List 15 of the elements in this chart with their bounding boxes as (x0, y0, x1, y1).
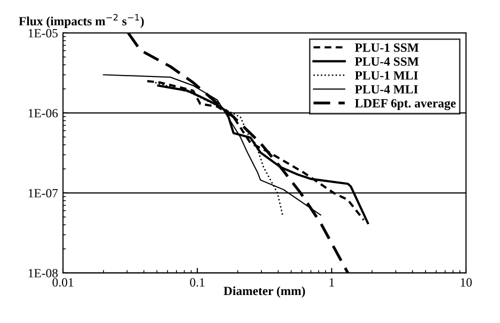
y-axis-title: Flux (impacts m$^{−2}$ s$^{−1}$) (18, 14, 144, 28)
x-tick-label: 10 (460, 278, 472, 287)
legend-label: PLU-4 SSM (354, 57, 419, 66)
legend-label: PLU-1 MLI (354, 71, 418, 80)
x-tick-label: 0.01 (52, 278, 74, 287)
legend-label: PLU-4 MLI (354, 85, 418, 94)
y-tick-label: 1E-07 (28, 188, 58, 198)
y-tick-label: 1E-08 (28, 268, 58, 278)
y-tick-label: 1E-05 (28, 28, 58, 38)
y-tick-label: 1E-06 (28, 108, 58, 118)
legend-label: LDEF 6pt. average (354, 99, 456, 110)
legend-label: PLU-1 SSM (354, 43, 419, 52)
x-tick-label: 1 (330, 278, 334, 286)
x-axis-title: Diameter (mm) (224, 286, 305, 298)
x-tick-label: 0.1 (190, 278, 204, 287)
